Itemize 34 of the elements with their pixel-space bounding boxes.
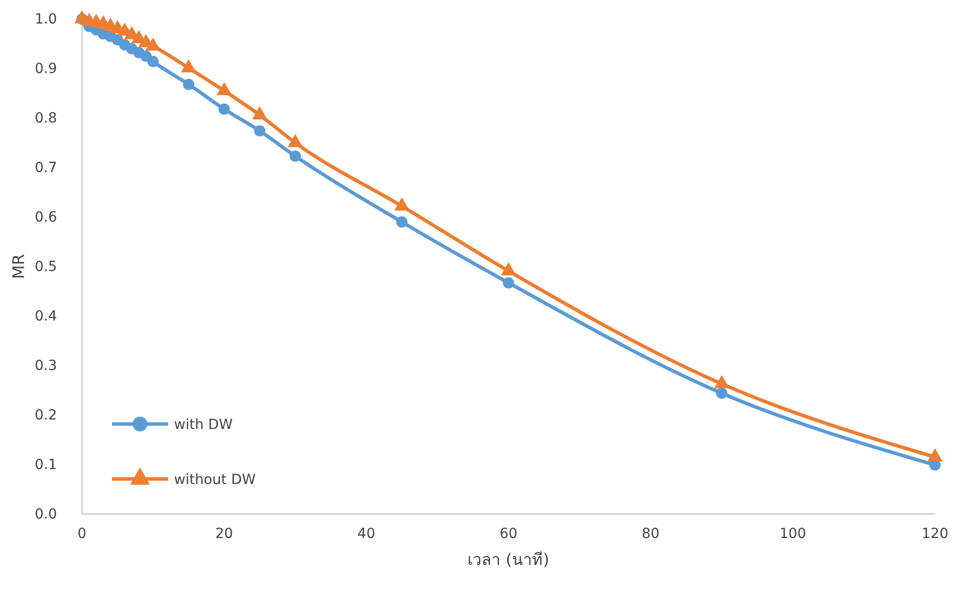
y-tick-label: 0.5 <box>34 258 57 275</box>
point <box>394 197 410 210</box>
x-tick-label: 40 <box>357 526 376 542</box>
x-tick-label: 80 <box>642 526 660 542</box>
point <box>252 106 268 120</box>
y-tick-label: 1.0 <box>34 11 57 28</box>
y-tick-label: 0.9 <box>34 60 57 77</box>
y-tick-label: 0.1 <box>34 456 57 473</box>
y-tick-label: 0.2 <box>34 407 57 424</box>
y-tick-label: 0.4 <box>34 308 58 324</box>
point <box>216 82 232 96</box>
x-axis-title: เวลา (นาที) <box>468 550 550 569</box>
point <box>500 262 516 276</box>
x-tick-label: 20 <box>215 526 234 542</box>
point <box>288 134 303 148</box>
point <box>181 59 196 72</box>
y-tick-label: 0.7 <box>34 160 57 176</box>
x-tick-label: 120 <box>922 526 948 542</box>
y-tick-label: 0.8 <box>34 110 57 126</box>
y-tick-label: 0.6 <box>34 209 58 226</box>
point <box>145 37 161 51</box>
x-tick-label: 100 <box>779 526 806 542</box>
point <box>290 150 301 162</box>
x-tick-label: 60 <box>500 526 518 542</box>
x-tick-label: 0 <box>78 526 86 542</box>
y-axis-title: MR <box>9 254 28 279</box>
point <box>396 216 408 228</box>
point <box>502 277 514 288</box>
y-tick-label: 0.3 <box>34 358 57 374</box>
legend-label: without DW <box>174 472 256 488</box>
point <box>254 125 266 136</box>
point <box>716 388 728 399</box>
y-tick-label: 0.0 <box>34 506 57 522</box>
legend-label: with DW <box>174 417 233 433</box>
